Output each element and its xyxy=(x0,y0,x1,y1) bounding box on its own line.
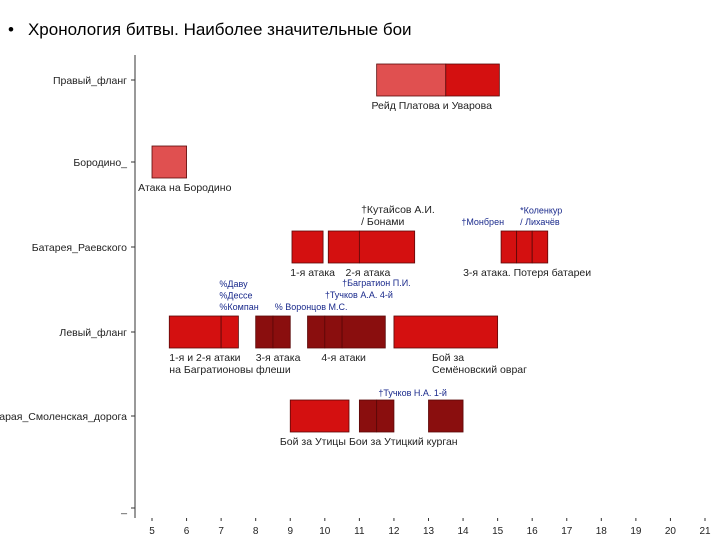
x-tick-label: 18 xyxy=(596,526,608,537)
x-tick-label: 16 xyxy=(527,526,539,537)
bar-caption: на Багратионовы флеши xyxy=(169,364,291,376)
x-tick-label: 14 xyxy=(458,526,470,537)
timeline-bar xyxy=(516,230,533,264)
commander-note: †Багратион П.И. xyxy=(342,278,411,288)
timeline-bar xyxy=(168,315,222,349)
timeline-bar xyxy=(500,230,518,264)
bar-caption: 3-я атака. Потеря батареи xyxy=(463,267,591,279)
x-tick-label: 15 xyxy=(492,526,504,537)
bar-caption: 2-я атака xyxy=(346,267,391,279)
bar-caption: Бой за Утицы xyxy=(280,436,346,448)
lane-label: Бородино_ xyxy=(73,157,127,169)
x-tick-label: 19 xyxy=(630,526,642,537)
commander-note: †Кутайсов А.И. xyxy=(361,204,435,216)
x-tick-label: 9 xyxy=(287,526,293,537)
timeline-bar xyxy=(289,399,350,433)
commander-note: %Даву xyxy=(219,279,248,289)
timeline-bar xyxy=(151,145,187,179)
lane-label: Батарея_Раевского xyxy=(32,242,127,254)
lane-label: Правый_фланг xyxy=(53,75,127,87)
timeline-bar xyxy=(341,315,386,349)
x-tick-label: 8 xyxy=(253,526,259,537)
bullet: • xyxy=(8,20,14,39)
slide-title: • Хронология битвы. Наиболее значительные… xyxy=(8,20,412,40)
x-tick-label: 11 xyxy=(354,526,365,537)
x-tick-label: 6 xyxy=(184,526,190,537)
timeline-bar xyxy=(358,399,378,433)
x-tick-label: 10 xyxy=(319,526,331,537)
timeline-bar xyxy=(358,230,416,264)
bar-caption: Рейд Платова и Уварова xyxy=(371,100,492,112)
lane-label: _ xyxy=(120,503,127,515)
commander-note: †Тучков Н.А. 1-й xyxy=(378,388,447,398)
timeline-bar xyxy=(255,315,274,349)
x-tick-label: 21 xyxy=(699,526,711,537)
commander-note: *Коленкур xyxy=(520,206,562,216)
commander-note: %Дессе xyxy=(219,291,252,301)
bar-caption: 4-я атаки xyxy=(321,352,366,364)
timeline-bar xyxy=(531,230,549,264)
x-tick-label: 13 xyxy=(423,526,435,537)
timeline-bar xyxy=(291,230,324,264)
x-tick-label: 20 xyxy=(665,526,677,537)
timeline-bar xyxy=(376,399,395,433)
timeline-bar xyxy=(324,315,343,349)
x-tick-label: 7 xyxy=(218,526,224,537)
bar-caption: 1-я атака xyxy=(290,267,335,279)
bar-caption: Атака на Бородино xyxy=(138,182,231,194)
commander-note: / Лихачёв xyxy=(520,217,560,227)
lane-label: Старая_Смоленская_дорога xyxy=(0,411,127,423)
commander-note: †Монбрен xyxy=(461,217,504,227)
bar-caption: 3-я атака xyxy=(256,352,301,364)
x-tick-label: 12 xyxy=(388,526,400,537)
timeline-bar xyxy=(376,63,447,97)
bar-caption: Бой за xyxy=(432,352,464,364)
timeline-bar xyxy=(428,399,464,433)
commander-note: †Тучков А.А. 4-й xyxy=(325,290,393,300)
bar-caption: Семёновский овраг xyxy=(432,364,527,376)
timeline-bar xyxy=(307,315,326,349)
bar-caption: Бои за Утицкий курган xyxy=(349,436,458,448)
commander-note: %Компан xyxy=(219,302,258,312)
bar-caption: 1-я и 2-я атаки xyxy=(169,352,240,364)
timeline-bar xyxy=(445,63,500,97)
x-tick-label: 17 xyxy=(561,526,573,537)
x-tick-label: 5 xyxy=(149,526,155,537)
timeline-bar xyxy=(393,315,499,349)
commander-note: % Воронцов М.С. xyxy=(275,302,348,312)
timeline-bar xyxy=(272,315,291,349)
lane-label: Левый_фланг xyxy=(59,327,127,339)
slide-title-text: Хронология битвы. Наиболее значительные … xyxy=(27,20,412,39)
commander-note: / Бонами xyxy=(361,216,404,228)
timeline-bar xyxy=(327,230,360,264)
timeline-bar xyxy=(220,315,239,349)
